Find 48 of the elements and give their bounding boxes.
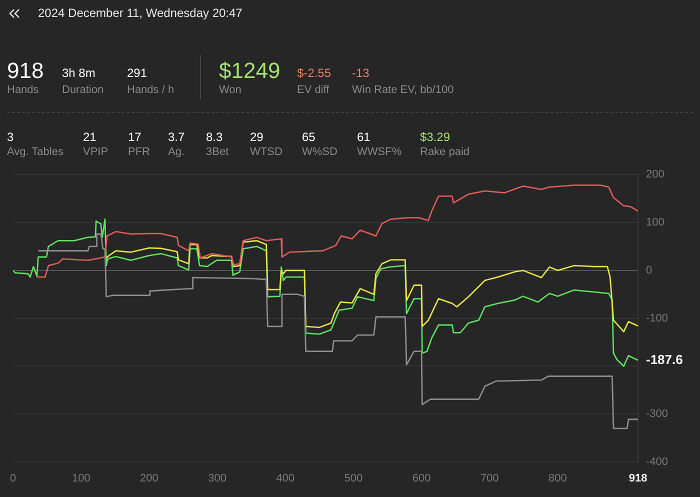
text: VPIP (83, 146, 108, 158)
text: Win Rate EV, bb/100 (352, 84, 454, 96)
text: WTSD (250, 146, 282, 158)
text: 918 (7, 58, 44, 84)
text: Ag. (168, 146, 185, 158)
text: 3 (7, 130, 14, 144)
text: 8.3 (206, 130, 223, 144)
text: Avg. Tables (7, 146, 64, 158)
y-tick-label: -300 (646, 408, 668, 420)
text: 3Bet (206, 146, 229, 158)
text: -13 (352, 66, 370, 80)
text: W%SD (302, 146, 338, 158)
text: 3.7 (168, 130, 185, 144)
text: 291 (127, 66, 148, 80)
y-tick-label: -100 (646, 312, 668, 324)
x-tick-label: 918 (628, 472, 648, 485)
text: 3h 8m (62, 66, 96, 80)
y-tick-label: 200 (646, 168, 664, 181)
text: 17 (128, 130, 142, 144)
y-tick-label: 0 (646, 264, 652, 276)
x-tick-label: 100 (72, 472, 90, 485)
x-tick-label: 600 (412, 472, 431, 485)
x-tick-label: 800 (548, 472, 567, 485)
text: PFR (128, 146, 150, 158)
text: Hands / h (127, 84, 174, 96)
x-tick-label: 400 (276, 472, 295, 485)
text: 29 (250, 130, 264, 144)
x-tick-label: 200 (140, 472, 158, 485)
text: EV diff (297, 84, 330, 96)
text: 65 (302, 130, 316, 144)
text: Duration (62, 84, 104, 96)
text: 2024 December 11, Wednesday 20:47 (38, 6, 242, 20)
x-tick-label: 700 (480, 472, 499, 485)
x-tick-label: 0 (10, 472, 16, 485)
y-tick-label: 100 (646, 216, 664, 229)
text: Hands (7, 84, 39, 96)
x-tick-label: 300 (208, 472, 226, 485)
text: 61 (357, 130, 370, 144)
annotation: -187.6 (646, 352, 683, 367)
text: 21 (83, 130, 96, 144)
y-tick-label: -400 (646, 456, 668, 468)
text: WWSF% (357, 146, 402, 158)
text: Won (219, 84, 242, 96)
text: $1249 (219, 58, 280, 84)
text: Rake paid (420, 146, 470, 158)
text: $3.29 (420, 130, 450, 144)
text: $-2.55 (297, 66, 332, 80)
x-tick-label: 500 (344, 472, 363, 485)
